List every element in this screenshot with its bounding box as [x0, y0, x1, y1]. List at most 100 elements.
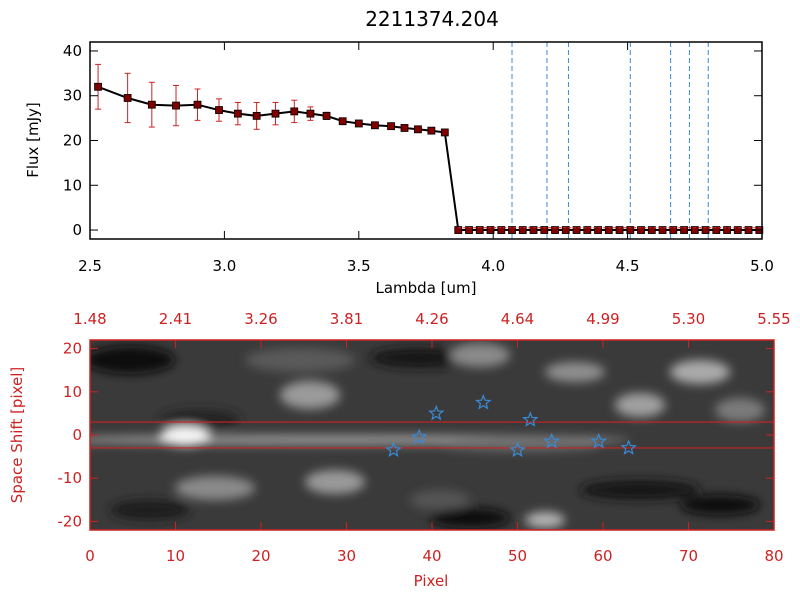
line-position-star-8	[620, 439, 637, 455]
heatmap-image	[90, 340, 774, 530]
data-point-47	[744, 226, 753, 234]
data-point-35	[615, 226, 624, 234]
bottom-y-tick-label-0: -20	[58, 512, 83, 530]
chart-title: 2211374.204	[365, 7, 499, 31]
data-point-38	[647, 226, 656, 234]
data-point-21	[465, 226, 473, 234]
data-point-28	[540, 226, 549, 234]
line-position-star-4	[509, 441, 526, 458]
data-point-37	[637, 226, 645, 234]
bottom-x-tick-label-5: 50	[508, 547, 527, 565]
data-point-41	[680, 226, 688, 234]
data-point-2	[147, 100, 156, 109]
bottom-x-axis-label: Pixel	[414, 572, 449, 590]
data-point-4	[193, 100, 202, 109]
data-point-32	[583, 226, 592, 234]
top-axis-tick-label-1: 2.41	[159, 310, 192, 328]
data-point-13	[354, 119, 363, 128]
data-point-31	[572, 226, 581, 234]
data-point-5	[215, 106, 223, 114]
bottom-x-tick-label-4: 40	[422, 547, 441, 565]
data-point-0	[94, 82, 102, 91]
top-axis-tick-label-4: 4.26	[415, 310, 448, 328]
line-position-star-5	[522, 411, 539, 427]
line-position-star-6	[543, 432, 561, 449]
data-point-24	[497, 226, 506, 234]
data-point-44	[712, 226, 721, 234]
data-point-8	[271, 109, 280, 118]
top-axis-tick-label-5: 4.64	[501, 310, 534, 328]
data-point-45	[723, 226, 731, 234]
data-point-7	[252, 111, 261, 120]
data-point-11	[322, 111, 331, 120]
data-point-42	[690, 226, 699, 234]
top-axis-tick-label-3: 3.81	[330, 310, 363, 328]
top-axis-tick-label-8: 5.55	[757, 310, 790, 328]
top-y-axis-label: Flux [mJy]	[24, 102, 42, 178]
bottom-y-tick-label-4: 20	[63, 340, 82, 358]
top-x-axis-label: Lambda [um]	[376, 279, 477, 297]
bottom-x-tick-label-2: 20	[251, 547, 270, 565]
top-y-tick-label-0: 0	[72, 221, 82, 239]
line-position-star-2	[427, 404, 445, 421]
data-point-40	[669, 226, 678, 234]
data-point-27	[529, 226, 538, 234]
data-point-19	[440, 128, 449, 137]
data-point-16	[400, 124, 409, 132]
data-point-23	[486, 226, 495, 234]
top-plot-frame	[89, 41, 763, 240]
bottom-x-tick-label-3: 30	[337, 547, 356, 565]
data-point-29	[551, 226, 559, 234]
top-x-tick-label-4: 4.5	[616, 257, 640, 275]
top-y-tick-label-2: 20	[63, 132, 82, 150]
top-x-tick-label-0: 2.5	[78, 257, 102, 275]
data-point-39	[658, 226, 667, 234]
bottom-y-tick-label-3: 10	[63, 383, 82, 401]
top-x-tick-label-3: 4.0	[481, 257, 505, 275]
data-point-34	[604, 226, 613, 234]
data-point-1	[123, 94, 132, 102]
data-point-18	[427, 126, 436, 135]
data-point-22	[475, 226, 484, 234]
top-y-tick-label-4: 40	[63, 42, 82, 60]
data-point-15	[387, 122, 395, 131]
data-point-43	[701, 226, 710, 234]
top-axis-tick-label-6: 4.99	[586, 310, 619, 328]
data-point-6	[233, 109, 242, 118]
bottom-x-tick-label-7: 70	[679, 547, 698, 565]
data-point-10	[306, 109, 315, 118]
data-point-20	[454, 226, 463, 234]
top-axis-tick-label-2: 3.26	[244, 310, 277, 328]
top-axis-tick-label-7: 5.30	[672, 310, 705, 328]
data-point-12	[338, 117, 347, 126]
data-point-36	[626, 226, 635, 234]
bottom-x-tick-label-0: 0	[85, 547, 95, 565]
bottom-y-tick-label-2: 0	[72, 426, 82, 444]
data-point-25	[508, 226, 516, 234]
data-point-17	[414, 125, 422, 134]
top-plot: 2.5 3.0 3.5 4.0 4.5 5.0 0 10 20 30 40 Lambda [um]…	[24, 41, 774, 297]
line-position-star-0	[385, 441, 402, 458]
bottom-plot: 0 10 20 30 40 50 60 70 80 -20 -10 0 10 20 1.48 2.41 3.…	[8, 310, 791, 590]
bottom-x-tick-label-8: 80	[764, 547, 783, 565]
top-axis-tick-label-0: 1.48	[73, 310, 106, 328]
data-point-46	[733, 226, 742, 234]
line-position-star-7	[590, 432, 608, 449]
top-y-tick-label-1: 10	[63, 176, 82, 194]
bottom-x-tick-label-1: 10	[166, 547, 185, 565]
bottom-x-tick-label-6: 60	[593, 547, 612, 565]
top-x-tick-label-2: 3.5	[347, 257, 371, 275]
data-point-30	[561, 226, 570, 234]
top-x-tick-label-5: 5.0	[750, 257, 774, 275]
data-point-33	[594, 226, 602, 234]
data-point-3	[172, 101, 180, 110]
bottom-y-axis-label: Space Shift [pixel]	[8, 367, 26, 504]
data-point-26	[518, 226, 527, 234]
line-position-star-1	[410, 428, 428, 445]
data-point-9	[290, 107, 299, 116]
data-point-14	[371, 121, 379, 130]
top-y-tick-label-3: 30	[63, 87, 82, 105]
line-position-star-3	[474, 393, 492, 410]
bottom-y-tick-label-1: -10	[58, 469, 83, 487]
